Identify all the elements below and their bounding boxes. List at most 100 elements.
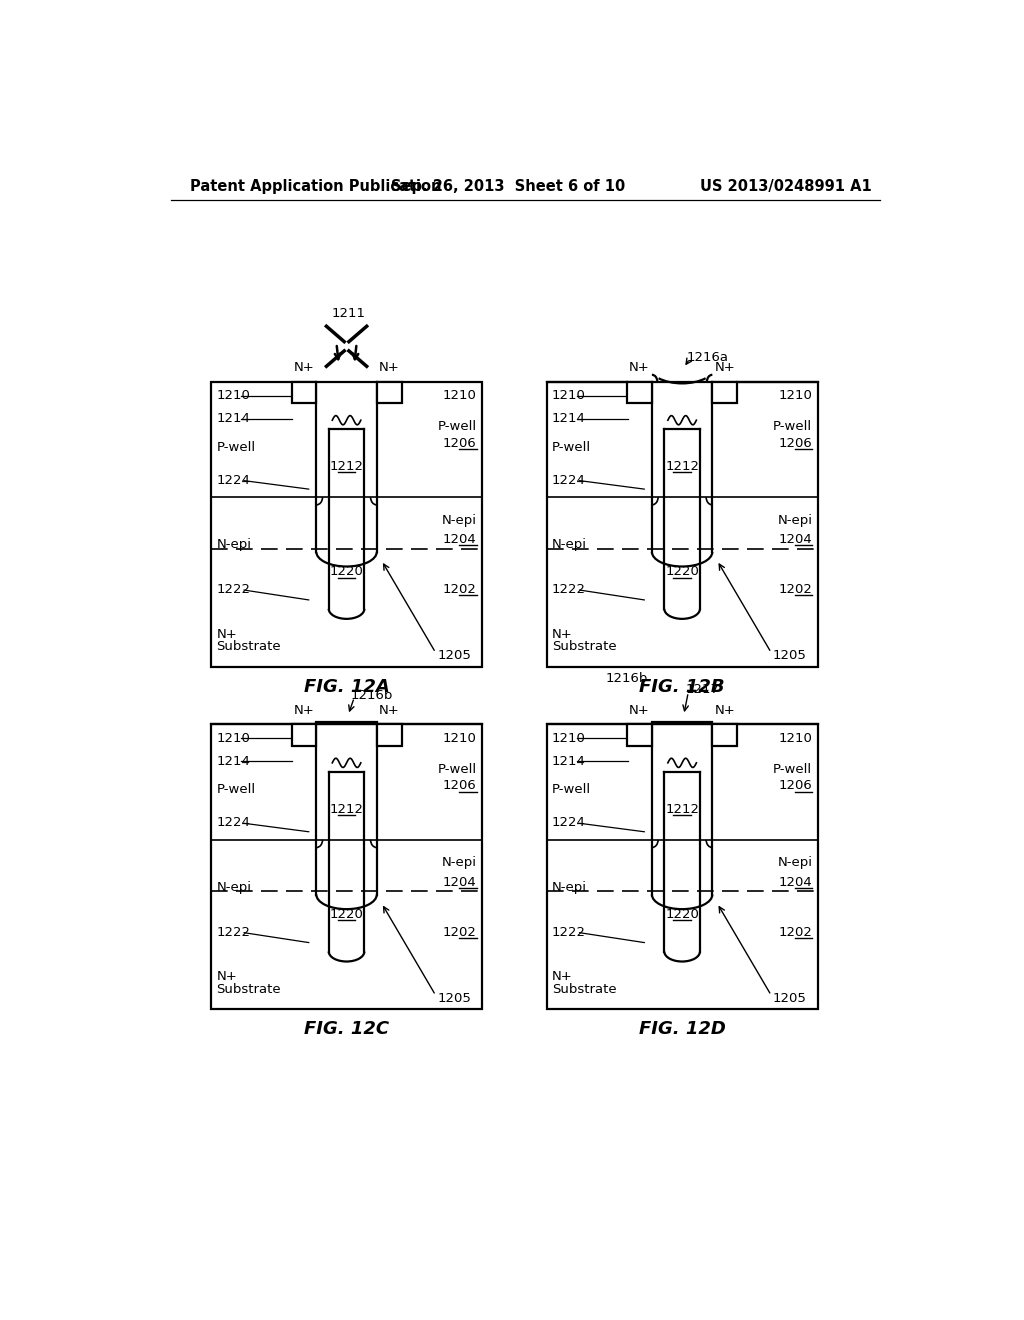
- Text: P-well: P-well: [216, 783, 255, 796]
- Text: 1205: 1205: [437, 991, 471, 1005]
- Text: Substrate: Substrate: [216, 982, 281, 995]
- Text: 1222: 1222: [216, 583, 250, 597]
- Text: P-well: P-well: [552, 783, 591, 796]
- Text: 1216b: 1216b: [605, 672, 648, 685]
- Text: 1224: 1224: [216, 816, 250, 829]
- Text: 1214: 1214: [552, 755, 586, 768]
- Text: 1204: 1204: [778, 875, 812, 888]
- Text: 1216a: 1216a: [687, 351, 729, 363]
- Text: 1210: 1210: [778, 731, 812, 744]
- Text: 1222: 1222: [552, 925, 586, 939]
- Text: 1202: 1202: [778, 925, 812, 939]
- Text: N+: N+: [715, 704, 735, 717]
- Text: N+: N+: [629, 362, 650, 375]
- Text: 1224: 1224: [552, 474, 586, 487]
- Text: 1211: 1211: [331, 308, 366, 321]
- Text: 1214: 1214: [216, 755, 250, 768]
- Text: P-well: P-well: [216, 441, 255, 454]
- Text: 1206: 1206: [443, 437, 477, 450]
- Text: 1220: 1220: [330, 908, 364, 921]
- Text: 1210: 1210: [216, 731, 250, 744]
- Text: FIG. 12D: FIG. 12D: [639, 1020, 726, 1039]
- Text: 1206: 1206: [443, 779, 477, 792]
- Bar: [292, 725, 316, 746]
- Text: 1224: 1224: [216, 474, 250, 487]
- Text: N+: N+: [552, 628, 572, 640]
- Text: N-epi: N-epi: [552, 539, 587, 552]
- Text: P-well: P-well: [773, 420, 812, 433]
- Text: N-epi: N-epi: [441, 857, 477, 870]
- Text: N+: N+: [379, 362, 399, 375]
- Text: 1202: 1202: [442, 925, 477, 939]
- Bar: [211, 381, 482, 667]
- Text: N-epi: N-epi: [552, 880, 587, 894]
- Text: 1220: 1220: [666, 565, 699, 578]
- Text: 1224: 1224: [552, 816, 586, 829]
- Bar: [627, 725, 652, 746]
- Text: N+: N+: [629, 704, 650, 717]
- Text: 1210: 1210: [442, 389, 477, 403]
- Text: 1204: 1204: [443, 533, 477, 546]
- Bar: [713, 381, 737, 404]
- Bar: [547, 725, 818, 1010]
- Text: FIG. 12C: FIG. 12C: [304, 1020, 389, 1039]
- Bar: [547, 381, 818, 667]
- Text: 1220: 1220: [666, 908, 699, 921]
- Text: N-epi: N-epi: [216, 539, 251, 552]
- Text: P-well: P-well: [773, 763, 812, 776]
- Text: 1222: 1222: [216, 925, 250, 939]
- Text: 1206: 1206: [778, 437, 812, 450]
- Text: P-well: P-well: [437, 763, 477, 776]
- Text: N+: N+: [294, 362, 314, 375]
- Text: FIG. 12A: FIG. 12A: [304, 677, 389, 696]
- Text: 1212: 1212: [666, 459, 699, 473]
- Text: N-epi: N-epi: [777, 513, 812, 527]
- Text: N-epi: N-epi: [441, 513, 477, 527]
- Text: N+: N+: [294, 704, 314, 717]
- Text: 1202: 1202: [442, 583, 477, 597]
- Text: 1210: 1210: [778, 389, 812, 403]
- Bar: [211, 725, 482, 1010]
- Bar: [292, 381, 316, 404]
- Text: N-epi: N-epi: [777, 857, 812, 870]
- Text: Substrate: Substrate: [552, 982, 616, 995]
- Text: 1212: 1212: [666, 803, 699, 816]
- Text: 1206: 1206: [778, 779, 812, 792]
- Text: N+: N+: [216, 628, 238, 640]
- Text: Substrate: Substrate: [552, 640, 616, 653]
- Text: US 2013/0248991 A1: US 2013/0248991 A1: [700, 178, 872, 194]
- Text: P-well: P-well: [437, 420, 477, 433]
- Text: Substrate: Substrate: [216, 640, 281, 653]
- Bar: [377, 381, 401, 404]
- Bar: [713, 725, 737, 746]
- Text: Sep. 26, 2013  Sheet 6 of 10: Sep. 26, 2013 Sheet 6 of 10: [390, 178, 625, 194]
- Text: P-well: P-well: [552, 441, 591, 454]
- Text: 1214: 1214: [552, 412, 586, 425]
- Text: N+: N+: [216, 970, 238, 983]
- Text: 1216b: 1216b: [350, 689, 393, 702]
- Text: 1222: 1222: [552, 583, 586, 597]
- Text: 1210: 1210: [216, 389, 250, 403]
- Text: 1210: 1210: [552, 389, 586, 403]
- Text: N+: N+: [552, 970, 572, 983]
- Text: 1220: 1220: [330, 565, 364, 578]
- Text: 1202: 1202: [778, 583, 812, 597]
- Text: 1210: 1210: [552, 731, 586, 744]
- Text: 1217: 1217: [686, 684, 720, 696]
- Text: 1210: 1210: [442, 731, 477, 744]
- Text: 1205: 1205: [773, 649, 807, 663]
- Text: 1205: 1205: [437, 649, 471, 663]
- Text: N+: N+: [715, 362, 735, 375]
- Text: 1205: 1205: [773, 991, 807, 1005]
- Text: 1212: 1212: [330, 803, 364, 816]
- Text: N-epi: N-epi: [216, 880, 251, 894]
- Bar: [627, 381, 652, 404]
- Text: 1212: 1212: [330, 459, 364, 473]
- Text: 1204: 1204: [778, 533, 812, 546]
- Text: N+: N+: [379, 704, 399, 717]
- Text: Patent Application Publication: Patent Application Publication: [190, 178, 441, 194]
- Text: FIG. 12B: FIG. 12B: [639, 677, 725, 696]
- Text: 1214: 1214: [216, 412, 250, 425]
- Bar: [377, 725, 401, 746]
- Text: 1204: 1204: [443, 875, 477, 888]
